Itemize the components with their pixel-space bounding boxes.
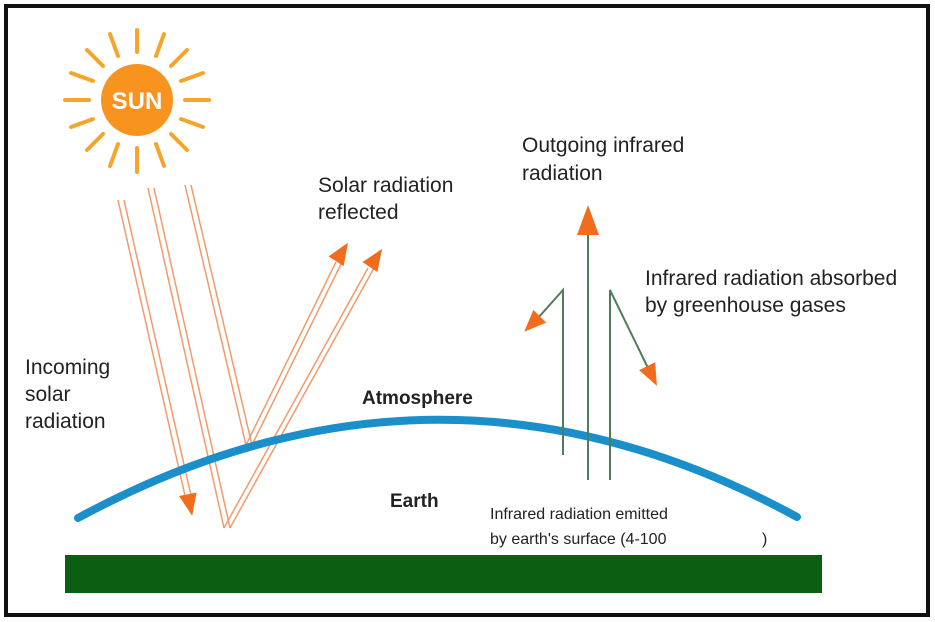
incoming-label: Incoming solar radiation (25, 356, 116, 433)
emitted-label: Infrared radiation emitted by earth's su… (490, 506, 672, 548)
ground (65, 555, 822, 593)
outgoing-label: Outgoing infrared radiation (522, 134, 690, 185)
reflected-label: Solar radiation reflected (318, 174, 459, 224)
absorbed-label: Infrared radiation absorbed by greenhous… (645, 267, 903, 317)
diagram: SUN Incoming solar radiation Solar radia… (0, 0, 935, 622)
emitted-close: ) (762, 531, 767, 548)
earth-label: Earth (390, 491, 439, 512)
sun-label: SUN (112, 88, 163, 115)
atmosphere-label: Atmosphere (362, 388, 473, 409)
